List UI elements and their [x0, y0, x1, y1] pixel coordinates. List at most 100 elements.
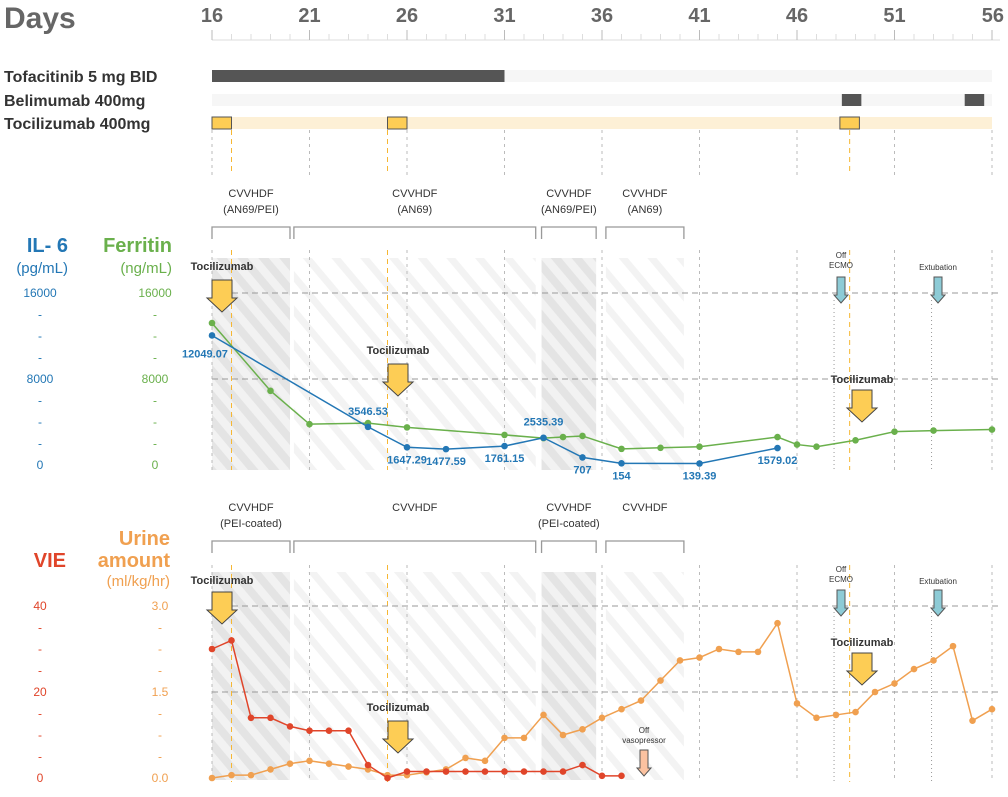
- il6-title: IL- 6: [27, 235, 68, 257]
- therapy-bracket: [605, 226, 685, 239]
- urine-point: [208, 774, 216, 782]
- axis-tick-label: -: [38, 664, 42, 678]
- ferritin-point: [403, 424, 411, 431]
- vie-point: [481, 768, 489, 775]
- urine-point: [969, 717, 976, 724]
- therapy-sublabel: (AN69): [397, 204, 432, 216]
- vie-line: [211, 639, 622, 779]
- il6-point: [403, 443, 411, 451]
- urine-point: [715, 645, 723, 653]
- axis-tick-label: -: [158, 750, 162, 764]
- urine-point: [949, 642, 957, 650]
- urine-point: [559, 731, 567, 739]
- axis-tick-label: -: [158, 707, 162, 721]
- bottom-annotations: TocilizumabTocilizumabTocilizumabOffvaso…: [191, 565, 957, 777]
- urine-point: [325, 760, 333, 767]
- drug-bar: [839, 116, 860, 130]
- axis-tick-label: -: [38, 728, 42, 742]
- urine-point: [871, 688, 879, 696]
- vie-point: [306, 727, 313, 734]
- urine-point: [228, 771, 235, 779]
- ferritin-point: [501, 431, 508, 439]
- vie-point: [598, 772, 606, 780]
- drug-bar: [841, 94, 862, 106]
- urine-point: [852, 708, 859, 716]
- il6-point: [774, 444, 781, 452]
- axis-tick-label: 20: [33, 685, 47, 699]
- therapy-bracket: [540, 226, 597, 239]
- therapy-bracket: [211, 226, 291, 239]
- therapy-label: CVVHDF: [546, 188, 592, 200]
- urine-point: [462, 754, 469, 762]
- urine-point: [286, 760, 294, 767]
- il6-point: [540, 434, 547, 442]
- urine-unit: (ml/kg/hr): [107, 573, 170, 590]
- vie-point: [364, 761, 372, 769]
- drug-track: [212, 117, 992, 129]
- tocilizumab-arrow: [845, 389, 879, 423]
- il6-data-label: 1579.02: [758, 455, 798, 467]
- day-tick-label: 26: [396, 5, 418, 27]
- ferritin-title: Ferritin: [103, 235, 172, 257]
- axis-tick-label: 1.5: [152, 685, 169, 699]
- day-tick-label: 31: [493, 5, 515, 27]
- therapy-bracket: [211, 540, 291, 553]
- day-axis: 16 21 26 31 36 41 46 51 56: [201, 5, 1004, 27]
- tocilizumab-label: Tocilizumab: [367, 345, 430, 357]
- dark-hatch-band: [541, 572, 597, 780]
- drug-label: Tofacitinib 5 mg BID: [4, 69, 157, 86]
- ferritin-point: [930, 427, 937, 434]
- therapy-label: CVVHDF: [546, 502, 592, 514]
- top-series: 12049.07 3546.53 1647.29 1477.59 1761.15 2535…: [182, 319, 996, 483]
- vie-title: VIE: [34, 550, 66, 572]
- axis-tick-label: 40: [33, 599, 47, 613]
- il6-point: [501, 442, 508, 450]
- tocilizumab-label: Tocilizumab: [831, 374, 894, 386]
- therapy-sublabel: (AN69/PEI): [541, 204, 597, 216]
- tocilizumab-arrow: [845, 652, 879, 686]
- tocilizumab-arrow: [381, 363, 415, 397]
- urine-title-line2: amount: [98, 550, 171, 572]
- vie-point: [384, 774, 391, 782]
- vie-point: [540, 768, 547, 775]
- urine-point: [754, 648, 762, 656]
- il6-data-label: 139.39: [683, 471, 717, 483]
- vie-point: [228, 637, 235, 644]
- axis-tick-label: -: [38, 308, 42, 322]
- il6-data-label: 2535.39: [524, 417, 564, 429]
- axis-tick-label: -: [153, 394, 157, 408]
- day-tick-label: 56: [982, 5, 1004, 27]
- tocilizumab-label: Tocilizumab: [191, 261, 254, 273]
- vie-point: [423, 768, 430, 775]
- axis-tick-label: 8000: [142, 372, 169, 386]
- il6-data-label: 12049.07: [182, 348, 228, 360]
- il6-unit: (pg/mL): [16, 260, 68, 277]
- day-tick-label: 41: [688, 5, 710, 27]
- light-hatch-band: [293, 572, 536, 780]
- ferritin-point: [559, 433, 567, 441]
- axis-tick-label: -: [158, 664, 162, 678]
- day-tick-label: 51: [883, 5, 905, 27]
- off-ecmo-label: Off: [836, 251, 847, 260]
- day-tick-label: 46: [786, 5, 808, 27]
- axis-tick-label: -: [158, 728, 162, 742]
- drug-bar: [964, 94, 985, 106]
- il6-line: [211, 334, 778, 465]
- therapy-label: CVVHDF: [228, 188, 274, 200]
- tocilizumab-arrow: [381, 720, 415, 754]
- axis-tick-label: -: [38, 437, 42, 451]
- ferritin-point: [793, 441, 801, 448]
- vie-point: [442, 768, 450, 775]
- ferritin-point: [774, 433, 781, 441]
- il6-data-label: 3546.53: [348, 406, 388, 418]
- axis-tick-label: -: [38, 415, 42, 429]
- bottom-axis-ticks: 40 - - - 20 - - - 0 3.0 - - - 1.5 - - - 0.0: [33, 599, 168, 785]
- urine-point: [793, 700, 801, 707]
- axis-tick-label: 8000: [27, 372, 54, 386]
- therapy-label: CVVHDF: [392, 188, 438, 200]
- vie-point: [462, 768, 469, 775]
- vie-point: [618, 772, 625, 780]
- ferritin-point: [657, 444, 664, 452]
- il6-point: [618, 460, 625, 467]
